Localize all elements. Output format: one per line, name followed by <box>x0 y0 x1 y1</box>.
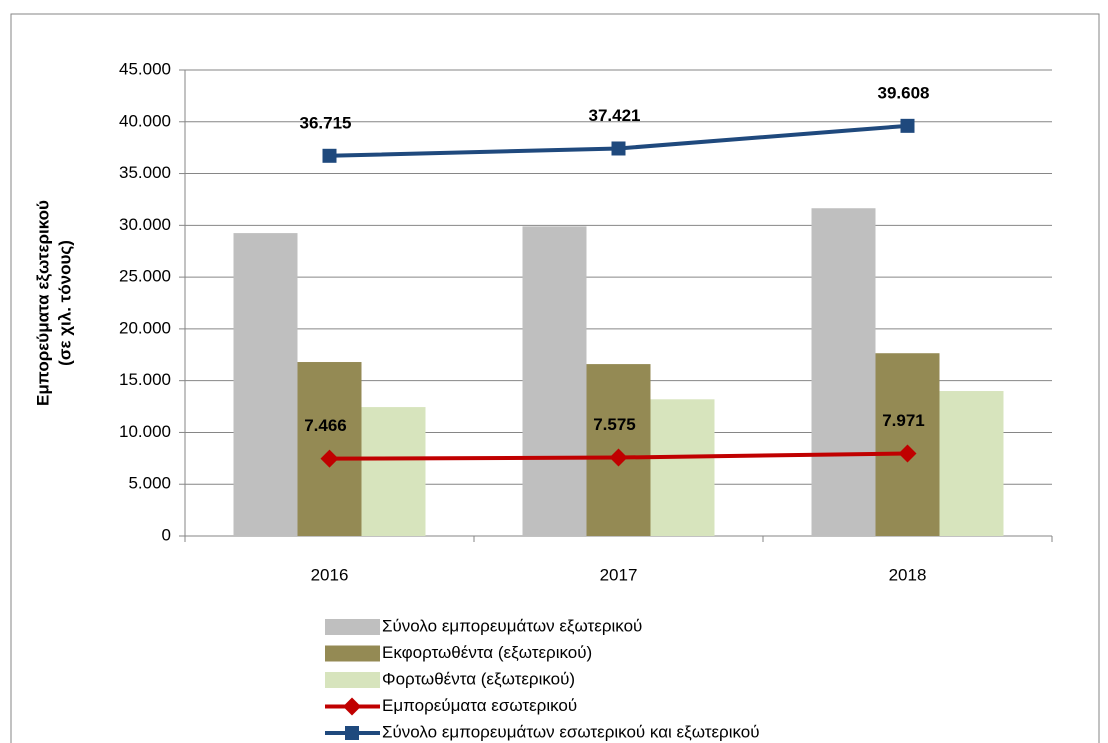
y-tick-label: 40.000 <box>119 111 171 130</box>
data-label: 7.466 <box>304 416 347 435</box>
x-tick-label: 2018 <box>889 565 927 584</box>
y-tick-label: 35.000 <box>119 163 171 182</box>
line-marker <box>345 726 359 740</box>
data-label: 7.575 <box>593 415 636 434</box>
data-label: 7.971 <box>882 411 925 430</box>
bar <box>297 362 362 536</box>
line-marker <box>898 444 917 463</box>
y-axis-title: Εμπορεύματα εξωτερικού (σε χιλ. τόνους) <box>33 200 74 406</box>
legend-label: Εκφορτωθέντα (εξωτερικού) <box>382 643 592 662</box>
y-tick-label: 5.000 <box>128 474 171 493</box>
line-marker <box>611 141 626 156</box>
bar <box>361 407 426 536</box>
y-axis-title-line: Εμπορεύματα εξωτερικού <box>33 200 52 406</box>
line-marker <box>343 697 361 716</box>
line-marker <box>322 148 337 163</box>
bar <box>811 208 876 536</box>
bar <box>650 399 715 536</box>
y-tick-label: 15.000 <box>119 370 171 389</box>
y-tick-label: 25.000 <box>119 267 171 286</box>
legend-swatch <box>325 645 380 662</box>
data-label: 36.715 <box>300 113 352 132</box>
y-tick-label: 20.000 <box>119 318 171 337</box>
y-tick-label: 45.000 <box>119 59 171 78</box>
line-marker <box>609 448 628 467</box>
x-tick-label: 2016 <box>311 565 349 584</box>
data-label: 37.421 <box>589 106 641 125</box>
line-marker <box>900 118 915 133</box>
bar <box>939 391 1004 536</box>
bar <box>233 233 298 536</box>
legend-label: Φορτωθέντα (εξωτερικού) <box>382 669 575 688</box>
y-tick-label: 0 <box>162 525 171 544</box>
line-marker <box>320 449 339 468</box>
legend-swatch <box>325 672 380 688</box>
data-label: 39.608 <box>878 83 930 102</box>
legend-label: Εμπορεύματα εσωτερικού <box>382 696 577 715</box>
x-tick-label: 2017 <box>600 565 638 584</box>
y-tick-label: 30.000 <box>119 215 171 234</box>
bar <box>522 226 587 536</box>
y-axis-title-line: (σε χιλ. τόνους) <box>55 240 74 366</box>
legend-label: Σύνολο εμπορευμάτων εσωτερικού και εξωτε… <box>382 722 760 741</box>
y-tick-label: 10.000 <box>119 422 171 441</box>
legend-label: Σύνολο εμπορευμάτων εξωτερικού <box>382 616 642 635</box>
legend-swatch <box>325 619 380 635</box>
